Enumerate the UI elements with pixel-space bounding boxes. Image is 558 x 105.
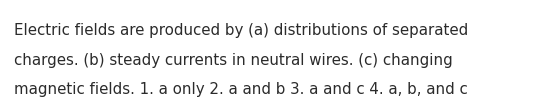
Text: charges. (b) steady currents in neutral wires. (c) changing: charges. (b) steady currents in neutral … <box>14 52 453 68</box>
Text: Electric fields are produced by (a) distributions of separated: Electric fields are produced by (a) dist… <box>14 23 468 38</box>
Text: magnetic fields. 1. a only 2. a and b 3. a and c 4. a, b, and c: magnetic fields. 1. a only 2. a and b 3.… <box>14 82 468 97</box>
